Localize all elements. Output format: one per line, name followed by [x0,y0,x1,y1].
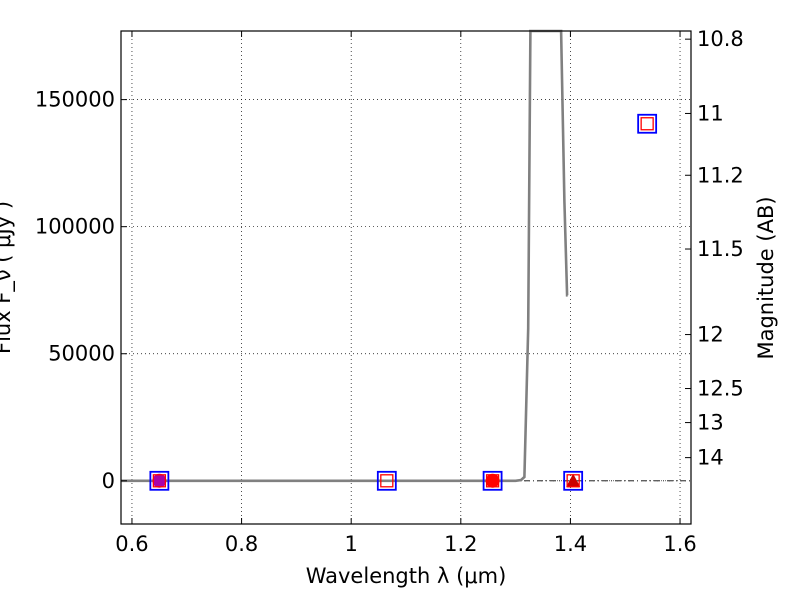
detection-point [152,473,167,488]
model-curve [121,29,569,483]
observed-photometry-square [637,113,658,134]
model-photometry-square [152,474,167,488]
x-tick-label: 0.6 [115,532,148,556]
right-tick-label: 11.5 [697,237,744,261]
model-photometry-square [566,474,580,488]
model-spectrum-line [121,29,569,483]
right-tick-label: 11 [697,101,724,125]
model-photometry-square [380,474,394,488]
x-axis-title: Wavelength λ (μm) [306,564,507,588]
x-tick-label: 1.4 [554,532,587,556]
observed-photometry-square [482,470,503,491]
right-tick-label: 12 [697,323,724,347]
observed-photometry-square [376,470,397,491]
right-tick-label: 11.2 [697,163,744,187]
right-axis-title: Magnitude (AB) [754,196,778,359]
y-tick-label: 50000 [48,342,115,366]
model-photometry-square [640,117,654,131]
plot-frame [120,30,692,525]
x-tick-label: 1.6 [663,532,696,556]
grid [121,31,691,524]
right-tick-label: 10.8 [697,27,744,51]
x-tick-label: 1 [345,532,358,556]
right-tick-label: 12.5 [697,377,744,401]
y-tick-label: 100000 [35,215,115,239]
y-axis-title: Flux F_ν ( μJy ) [0,201,16,354]
detection-point [485,473,500,488]
x-tick-label: 1.2 [444,532,477,556]
x-tick-label: 0.8 [225,532,258,556]
observed-photometry-square [149,470,170,491]
model-photometry-square [485,474,500,488]
markers [149,113,658,491]
ticks: 0.6 0.8 1 1.2 1.4 1.605000010000015000010.811… [35,27,744,556]
y-tick-label: 150000 [35,88,115,112]
observed-photometry-square [563,470,584,491]
upper-limit-point [566,473,581,487]
y-tick-label: 0 [102,469,115,493]
right-tick-label: 14 [697,446,724,470]
right-tick-label: 13 [697,411,724,435]
